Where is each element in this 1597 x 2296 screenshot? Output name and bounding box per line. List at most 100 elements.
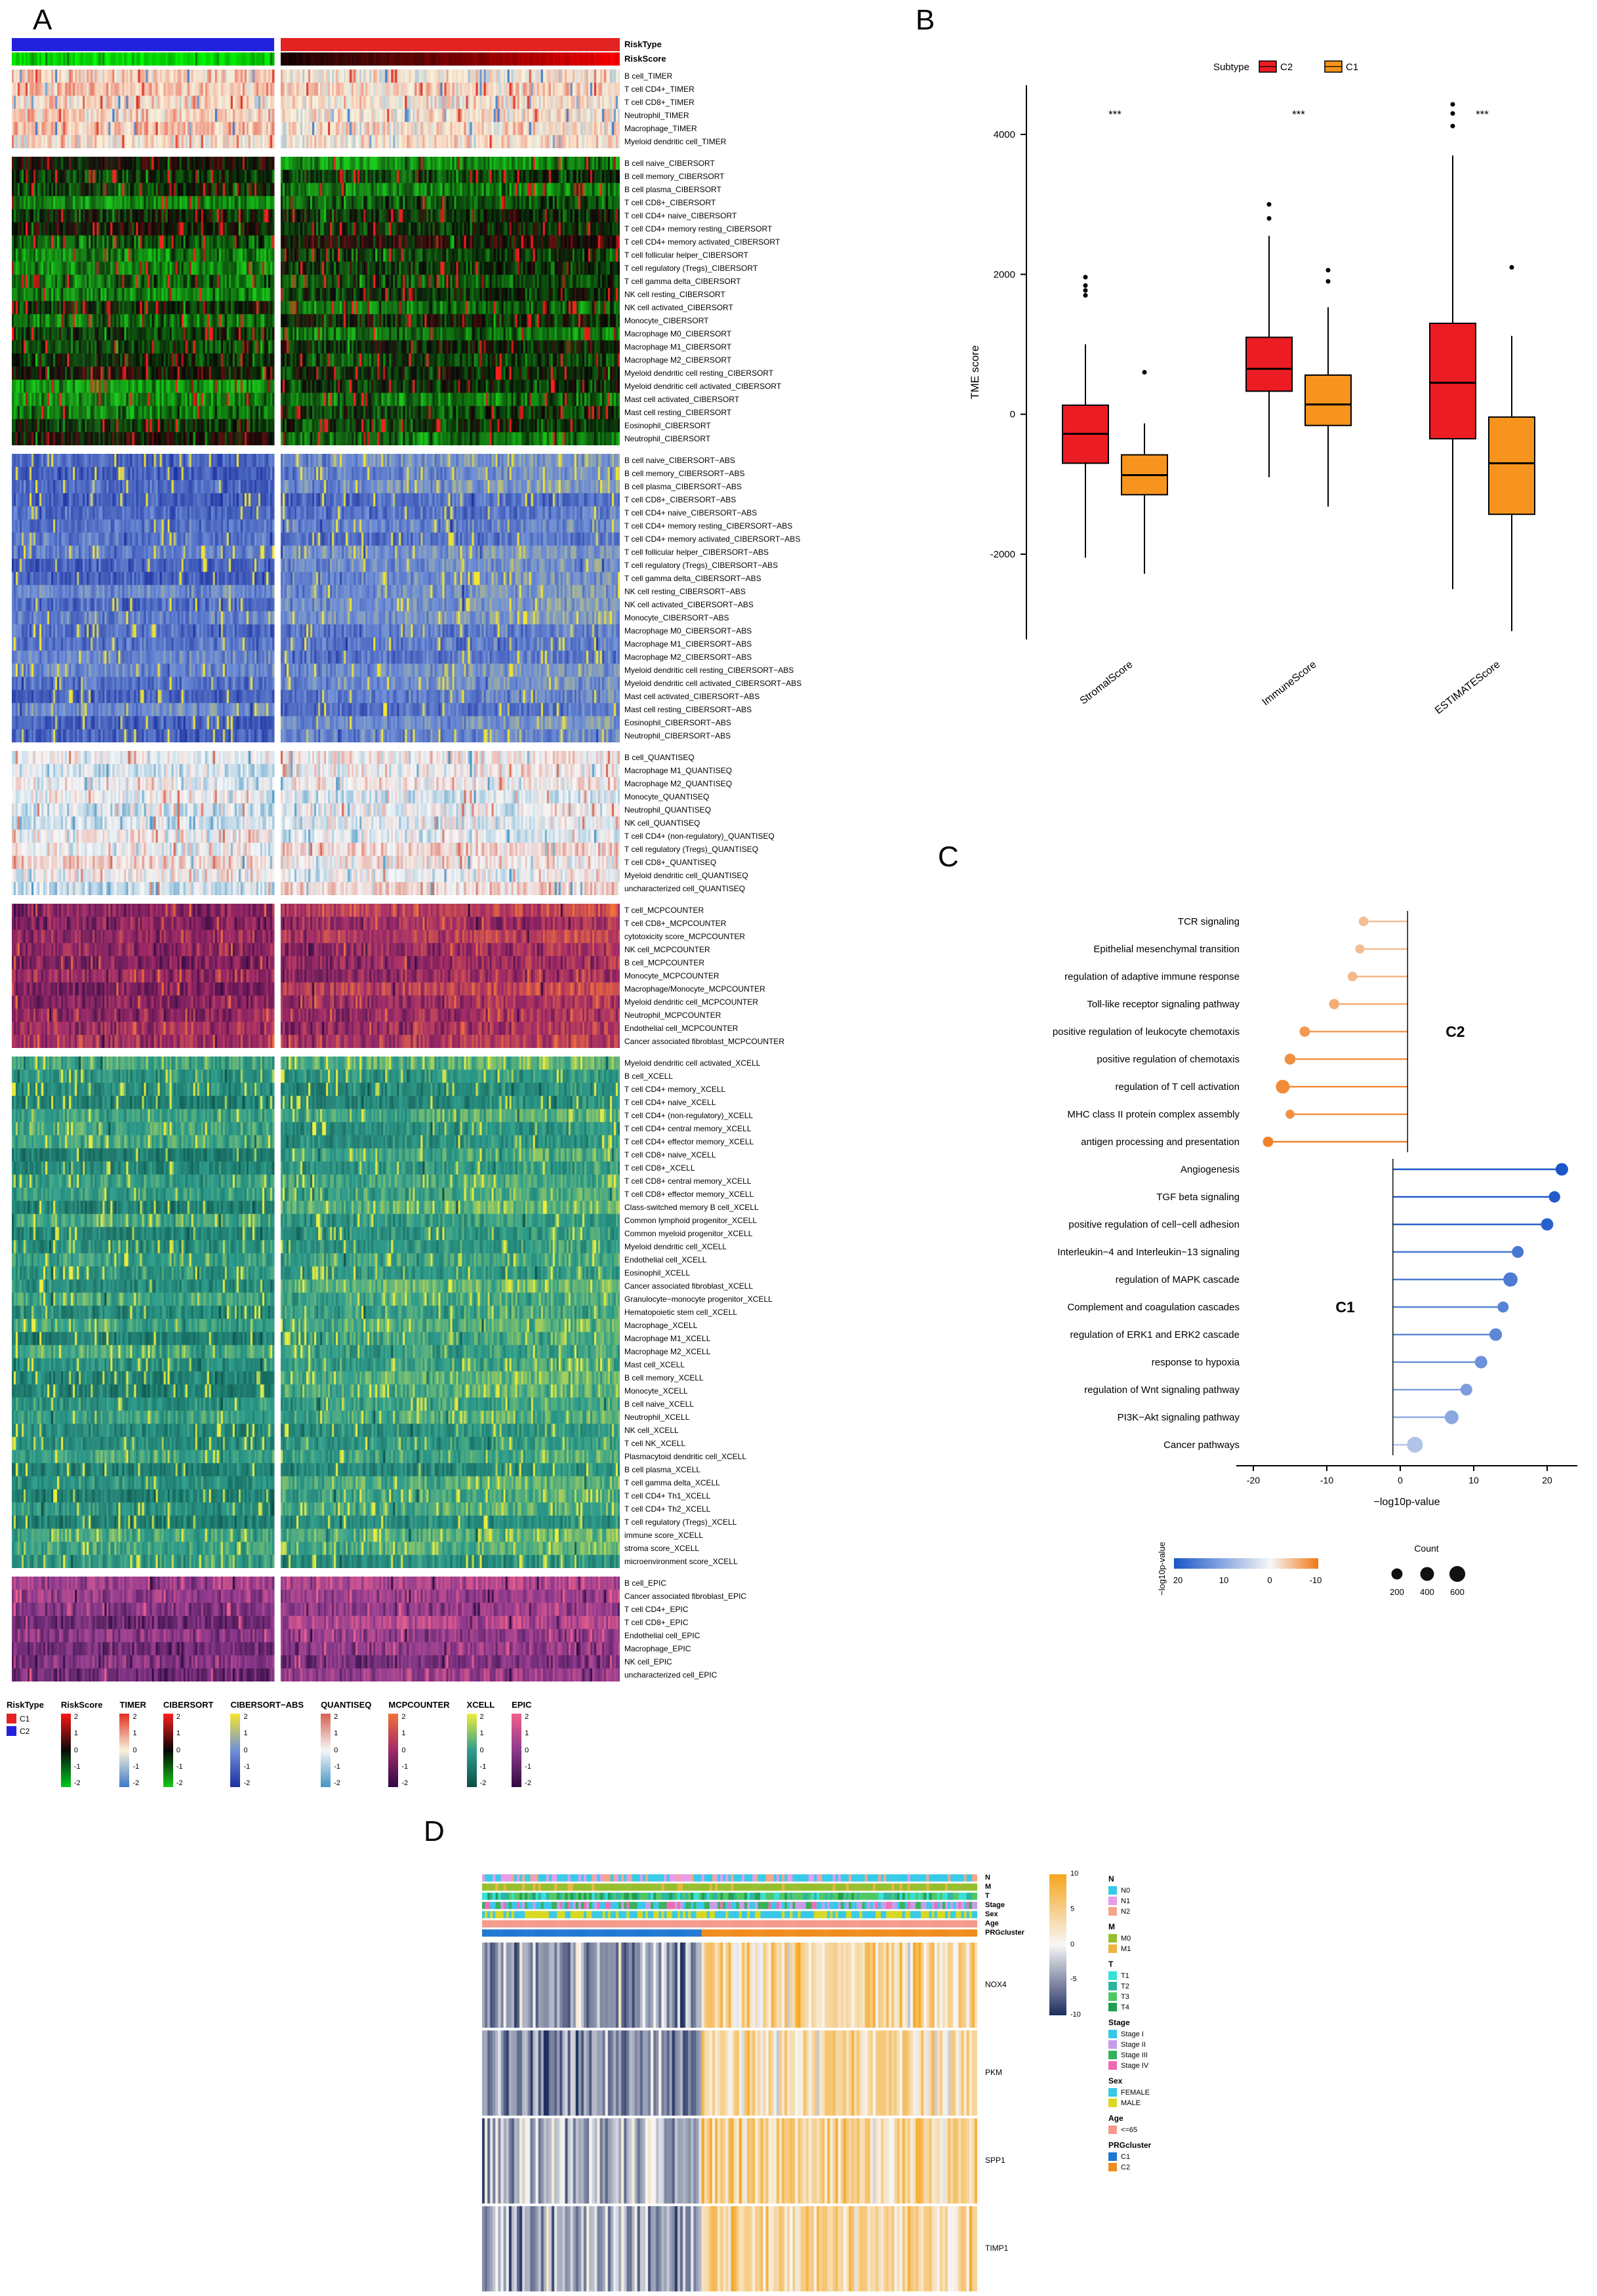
heatmap-row-label: Endothelial cell_XCELL bbox=[624, 1255, 707, 1264]
legend-title: Sex bbox=[1108, 2076, 1123, 2085]
heatmap-row-label: Cancer associated fibroblast_EPIC bbox=[624, 1592, 747, 1601]
legend-gradient: 2 1 0 -1 -2 bbox=[119, 1714, 146, 1787]
legend-item-label: T1 bbox=[1121, 1971, 1129, 1980]
heatmap-row-label: Macrophage M2_QUANTISEQ bbox=[624, 779, 733, 788]
pathway-label: regulation of Wnt signaling pathway bbox=[1084, 1384, 1240, 1396]
colorbar-tick: 5 bbox=[1070, 1904, 1075, 1913]
legend-gradient-ticks: 2 1 0 -1 -2 bbox=[334, 1714, 340, 1787]
heatmap-block-7 bbox=[12, 1577, 620, 1682]
heatmap-row-label: NK cell_QUANTISEQ bbox=[624, 818, 700, 828]
legend-swatch bbox=[1108, 2040, 1117, 2049]
heatmap-row-label: B cell_MCPCOUNTER bbox=[624, 958, 705, 967]
heatmap-row-label: T cell CD4+ Th1_XCELL bbox=[624, 1491, 711, 1500]
annotation-label-sex: Sex bbox=[985, 1910, 998, 1918]
outlier-point bbox=[1083, 292, 1088, 298]
legend-tick: 1 bbox=[525, 1729, 529, 1738]
heatmap-row-label: Mast cell activated_CIBERSORT−ABS bbox=[624, 692, 760, 701]
gradient-legend-tick: 10 bbox=[1219, 1575, 1228, 1585]
lollipop-dot bbox=[1497, 1301, 1509, 1313]
pathway-label: TGF beta signaling bbox=[1156, 1192, 1240, 1203]
heatmap-row-label: Macrophage M1_QUANTISEQ bbox=[624, 766, 733, 775]
pathway-label: regulation of adaptive immune response bbox=[1064, 971, 1240, 982]
subtype-label-C2: C2 bbox=[1280, 62, 1293, 73]
colorbar-tick: 0 bbox=[1070, 1940, 1075, 1948]
legend-item: Stage IV bbox=[1108, 2061, 1220, 2070]
legend-tick: 1 bbox=[479, 1729, 484, 1738]
legend-item: C2 bbox=[7, 1726, 44, 1736]
heatmap-row-label: Macrophage M0_CIBERSORT−ABS bbox=[624, 626, 752, 635]
legend-swatch bbox=[1108, 1907, 1117, 1916]
pathway-label: regulation of T cell activation bbox=[1115, 1081, 1240, 1093]
box-C2-1 bbox=[1245, 336, 1293, 392]
annotation-label-m: M bbox=[985, 1883, 992, 1891]
legend-swatch bbox=[1108, 1897, 1117, 1905]
legend-tick: -2 bbox=[73, 1779, 81, 1787]
legend-item-label: <=65 bbox=[1121, 2125, 1138, 2134]
panel-c-lollipop: TCR signaling Epithelial mesenchymal tran… bbox=[938, 872, 1597, 1630]
legend-swatch bbox=[1108, 1992, 1117, 2001]
heatmap-row-label: T cell CD4+ (non-regulatory)_XCELL bbox=[624, 1111, 754, 1120]
heatmap-row-label: Mast cell resting_CIBERSORT bbox=[624, 408, 732, 417]
heatmap-row-label: Cancer associated fibroblast_XCELL bbox=[624, 1281, 754, 1291]
outlier-point bbox=[1509, 265, 1514, 270]
significance-stars: *** bbox=[1108, 108, 1122, 121]
legend-gradient-bar bbox=[119, 1714, 130, 1787]
lollipop-dot bbox=[1284, 1053, 1296, 1065]
legend-item: T1 bbox=[1108, 1971, 1220, 1980]
heatmap-row-label: NK cell activated_CIBERSORT bbox=[624, 303, 733, 312]
legend-item: FEMALE bbox=[1108, 2088, 1220, 2097]
legend-tick: 1 bbox=[401, 1729, 406, 1738]
heatmap-row-label: Common myeloid progenitor_XCELL bbox=[624, 1229, 753, 1238]
heatmap-row-label: B cell plasma_CIBERSORT−ABS bbox=[624, 482, 742, 491]
lollipop-dot bbox=[1358, 916, 1369, 927]
legend-tick: -1 bbox=[132, 1762, 140, 1771]
heatmap-row-label: B cell naive_CIBERSORT−ABS bbox=[624, 456, 735, 465]
legend-title: MCPCOUNTER bbox=[388, 1700, 450, 1710]
legend-title: QUANTISEQ bbox=[321, 1700, 372, 1710]
heatmap-row-label: T cell CD4+ Th2_XCELL bbox=[624, 1504, 711, 1514]
x-category-label: ESTIMATEScore bbox=[1433, 659, 1503, 715]
heatmap-row-label: B cell_EPIC bbox=[624, 1579, 667, 1588]
heatmap-row-label: Cancer associated fibroblast_MCPCOUNTER bbox=[624, 1037, 785, 1046]
legend-swatch bbox=[7, 1714, 16, 1723]
panel-a-legends: RiskType C1 C2 RiskScore 2 1 0 -1 -2 TIMER 2 1 0 -1 -2… bbox=[7, 1700, 532, 1787]
legend-quantiseq: QUANTISEQ 2 1 0 -1 -2 bbox=[321, 1700, 371, 1787]
heatmap-row-label: Endothelial cell_MCPCOUNTER bbox=[624, 1024, 738, 1033]
legend-title: CIBERSORT−ABS bbox=[230, 1700, 304, 1710]
heatmap-row-label: NK cell resting_CIBERSORT−ABS bbox=[624, 587, 746, 596]
legend-item: Stage II bbox=[1108, 2040, 1220, 2049]
heatmap-row-label: Neutrophil_XCELL bbox=[624, 1413, 690, 1422]
legend-tick: 0 bbox=[334, 1746, 338, 1754]
heatmap-row-label: B cell_TIMER bbox=[624, 71, 673, 81]
legend-tick: -1 bbox=[73, 1762, 81, 1771]
lollipop-dot bbox=[1276, 1079, 1290, 1094]
legend-title: RiskScore bbox=[60, 1700, 103, 1710]
legend-tick: -2 bbox=[401, 1779, 409, 1787]
lollipop-dot bbox=[1548, 1191, 1560, 1203]
heatmap-row-label: T cell CD4+ memory activated_CIBERSORT−A… bbox=[624, 534, 801, 544]
legend-swatch bbox=[7, 1726, 16, 1736]
riskscore-bar bbox=[12, 52, 620, 66]
legend-title: RiskType bbox=[7, 1700, 44, 1710]
legend-swatch bbox=[1108, 2088, 1117, 2097]
heatmap-row-label: Macrophage M1_CIBERSORT bbox=[624, 342, 732, 352]
x-category-label: StromalScore bbox=[1078, 659, 1135, 707]
legend-tick: 2 bbox=[334, 1713, 338, 1721]
expression-colorbar bbox=[1049, 1874, 1066, 2015]
pathway-label: Toll-like receptor signaling pathway bbox=[1087, 999, 1240, 1010]
heatmap-row-label: Myeloid dendritic cell activated_CIBERSO… bbox=[624, 679, 802, 688]
heatmap-row-label: Myeloid dendritic cell resting_CIBERSORT bbox=[624, 369, 774, 378]
legend-title: T bbox=[1108, 1960, 1114, 1969]
outlier-point bbox=[1325, 268, 1331, 273]
legend-item: C1 bbox=[7, 1714, 44, 1723]
risktype-bar-c1 bbox=[281, 38, 620, 51]
colorbar-tick: -5 bbox=[1070, 1975, 1077, 1984]
heatmap-row-label: stroma score_XCELL bbox=[624, 1544, 700, 1553]
lollipop-dot bbox=[1512, 1245, 1524, 1259]
heatmap-row-label: Neutrophil_TIMER bbox=[624, 111, 689, 120]
heatmap-row-label: Macrophage/Monocyte_MCPCOUNTER bbox=[624, 984, 765, 994]
heatmap-row-label: B cell plasma_XCELL bbox=[624, 1465, 701, 1474]
legend-swatch bbox=[1108, 2030, 1117, 2038]
heatmap-row-label: T cell CD8+_CIBERSORT bbox=[624, 198, 716, 207]
legend-title: N bbox=[1108, 1874, 1114, 1883]
